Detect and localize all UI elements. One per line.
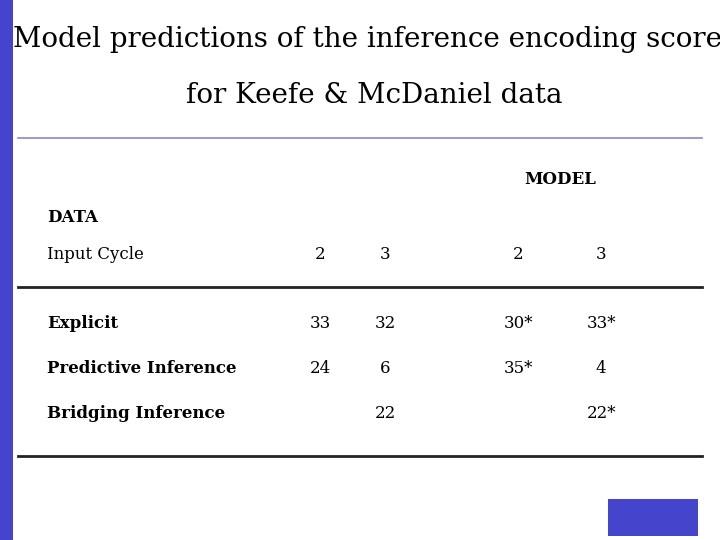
Text: Bridging Inference: Bridging Inference bbox=[47, 405, 225, 422]
Text: 6: 6 bbox=[380, 360, 390, 377]
Text: 22*: 22* bbox=[587, 405, 616, 422]
Text: 3: 3 bbox=[596, 246, 606, 263]
Text: 22: 22 bbox=[374, 405, 396, 422]
Text: 30*: 30* bbox=[504, 315, 533, 333]
Text: MODEL: MODEL bbox=[524, 171, 595, 188]
Text: 2: 2 bbox=[315, 246, 325, 263]
Text: 33: 33 bbox=[310, 315, 331, 333]
Text: 4: 4 bbox=[596, 360, 606, 377]
Bar bbox=[0, 0, 13, 132]
Text: 33*: 33* bbox=[587, 315, 616, 333]
Text: Predictive Inference: Predictive Inference bbox=[47, 360, 236, 377]
Text: for Keefe & McDaniel data: for Keefe & McDaniel data bbox=[186, 82, 562, 109]
Text: 35*: 35* bbox=[504, 360, 533, 377]
Text: Input Cycle: Input Cycle bbox=[47, 246, 144, 263]
Text: 32: 32 bbox=[374, 315, 396, 333]
Text: 2: 2 bbox=[513, 246, 523, 263]
Text: Model predictions of the inference encoding scores: Model predictions of the inference encod… bbox=[13, 26, 720, 53]
Bar bbox=[608, 499, 698, 536]
Text: 3: 3 bbox=[380, 246, 390, 263]
Text: 24: 24 bbox=[310, 360, 331, 377]
Text: DATA: DATA bbox=[47, 210, 98, 226]
Text: Explicit: Explicit bbox=[47, 315, 118, 333]
Bar bbox=[0, 132, 13, 540]
